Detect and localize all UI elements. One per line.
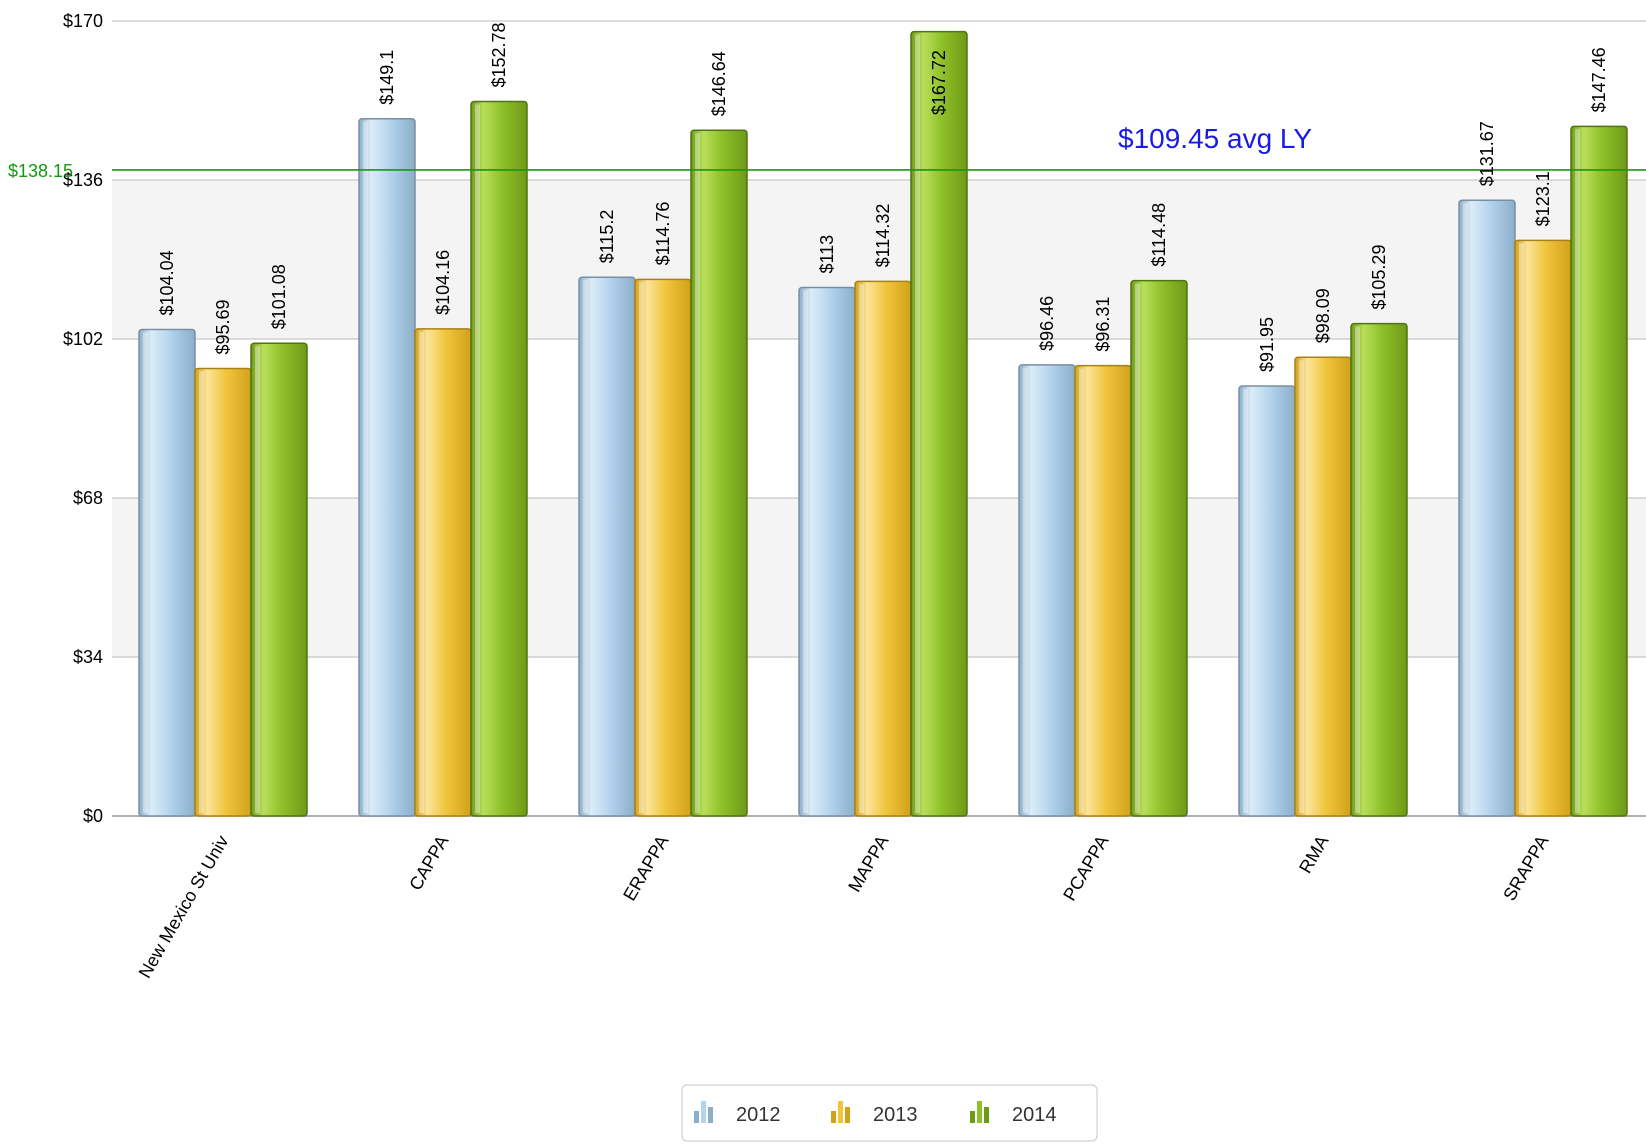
y-tick-label: $68 [73, 488, 103, 508]
x-tick-label: New Mexico St Univ [135, 832, 233, 981]
y-tick-label: $0 [83, 806, 103, 826]
bar-highlight [255, 346, 260, 813]
data-label: $114.32 [873, 204, 893, 268]
bar-2014 [910, 30, 968, 817]
legend-bar-icon [694, 1101, 713, 1123]
y-tick-label: $102 [63, 329, 103, 349]
data-label: $167.72 [929, 50, 949, 115]
bar-highlight [639, 282, 644, 813]
data-label: $147.46 [1589, 47, 1609, 112]
data-label: $96.31 [1093, 297, 1113, 352]
legend-label: 2014 [1012, 1104, 1057, 1126]
data-label: $105.29 [1369, 245, 1389, 310]
bar-highlight [143, 332, 148, 813]
data-label: $149.1 [377, 50, 397, 105]
legend-box [681, 1084, 1098, 1142]
bar-highlight [803, 290, 808, 813]
reference-line-label: $138.15 [8, 161, 73, 181]
bar-highlight [419, 331, 424, 813]
legend-label: 2012 [736, 1104, 781, 1126]
x-tick-label: RMA [1295, 832, 1332, 877]
data-label: $101.08 [269, 264, 289, 329]
bar-2014 [690, 129, 748, 817]
bar-highlight [199, 371, 204, 813]
bar-highlight [1135, 283, 1140, 813]
legend-bar-icon [970, 1101, 989, 1123]
bar-highlight [1519, 243, 1524, 813]
bar-2014 [470, 100, 528, 817]
bar-highlight [363, 121, 368, 814]
y-tick-label: $170 [63, 11, 103, 31]
bar-highlight [695, 133, 700, 813]
bars [138, 30, 1628, 817]
data-label: $123.1 [1533, 171, 1553, 226]
legend: 2012 2013 2014 [681, 1084, 1098, 1142]
bar-highlight [859, 284, 864, 814]
bar-highlight [1463, 203, 1468, 813]
x-tick-label: PCAPPA [1059, 832, 1112, 904]
legend-bar-icon [831, 1101, 850, 1123]
bar-2014 [1130, 279, 1188, 817]
data-label: $114.76 [653, 202, 673, 266]
bar-highlight [1243, 388, 1248, 813]
data-label: $115.2 [597, 210, 617, 264]
y-tick-label: $34 [73, 647, 103, 667]
bar-highlight [1023, 367, 1028, 813]
x-tick-label: SRAPPA [1499, 832, 1552, 904]
y-tick-label: $136 [63, 170, 103, 190]
legend-label: 2013 [873, 1104, 918, 1126]
data-label: $113 [817, 235, 837, 274]
x-tick-label: ERAPPA [619, 832, 672, 904]
reference-line: $138.15 [8, 161, 1646, 181]
x-axis: New Mexico St Univ CAPPA ERAPPA MAPPA PCAPPA… [135, 832, 1553, 981]
data-label: $95.69 [213, 299, 233, 354]
data-label: $96.46 [1037, 296, 1057, 351]
data-label: $91.95 [1257, 317, 1277, 372]
bar-highlight [915, 34, 920, 813]
data-label: $152.78 [489, 22, 509, 87]
data-label: $146.64 [709, 51, 729, 116]
data-label: $104.16 [433, 250, 453, 315]
bar-highlight [583, 280, 588, 813]
avg-annotation: $109.45 avg LY [1118, 123, 1312, 154]
bar-2014 [1350, 322, 1408, 817]
bar-highlight [1575, 129, 1580, 813]
data-label: $98.09 [1313, 288, 1333, 343]
x-tick-label: CAPPA [405, 832, 452, 894]
bar-highlight [1299, 360, 1304, 813]
bar-2014 [1570, 125, 1628, 817]
data-label: $131.67 [1477, 121, 1497, 186]
data-label: $104.04 [157, 250, 177, 315]
bar-highlight [1355, 326, 1360, 813]
bar-highlight [475, 104, 480, 814]
data-labels: $104.04 $95.69 $101.08 $149.1 $104.16 $152.78… [157, 22, 1609, 372]
bar-highlight [1079, 368, 1084, 813]
x-tick-label: MAPPA [844, 832, 892, 895]
data-label: $114.48 [1149, 203, 1169, 267]
bar-2014 [250, 342, 308, 817]
